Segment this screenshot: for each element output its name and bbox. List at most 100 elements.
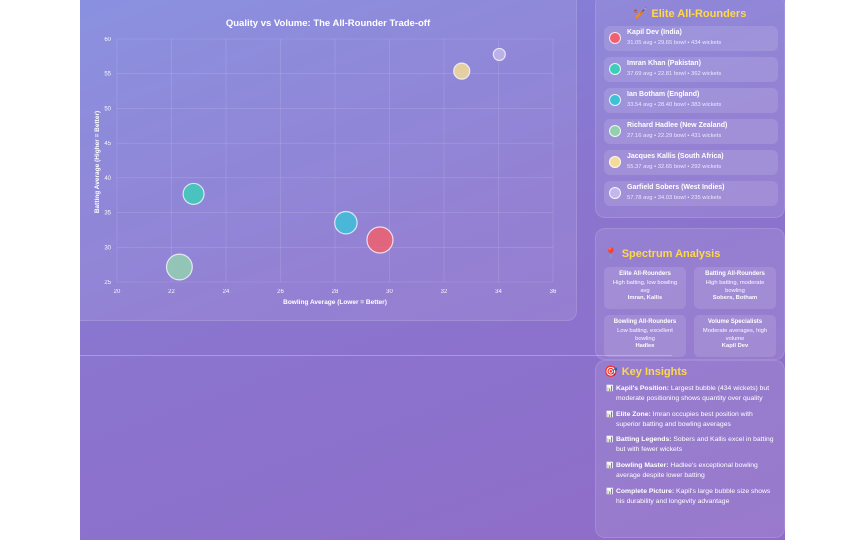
quadrant-players: Sobers, Botham <box>712 295 758 302</box>
y-tick-label: 25 <box>104 280 111 286</box>
player-item[interactable]: Jacques Kallis (South Africa) 55.37 avg •… <box>604 150 778 175</box>
bar-chart-icon: 📊 <box>606 437 614 444</box>
x-tick-label: 26 <box>277 289 284 295</box>
quadrant-players: Hadlee <box>635 343 655 350</box>
y-tick-label: 30 <box>104 245 111 251</box>
elite-title: 🏏 Elite All-Rounders <box>596 7 784 21</box>
x-axis-label: Bowling Average (Lower = Better) <box>283 299 387 306</box>
elite-title-text: Elite All-Rounders <box>651 7 747 20</box>
x-tick-label: 24 <box>223 289 230 295</box>
insight-text: Kapil's large bubble size shows his dura… <box>616 487 771 505</box>
insight-text: Hadlee's exceptional bowling average des… <box>616 462 758 479</box>
y-tick-label: 50 <box>104 106 111 112</box>
chart-title: Quality vs Volume: The All-Rounder Trade… <box>226 18 431 29</box>
bar-chart-icon: 📊 <box>606 411 614 418</box>
player-item[interactable]: Ian Botham (England) 33.54 avg • 28.40 bo… <box>604 88 778 113</box>
player-name: Richard Hadlee (New Zealand) <box>627 122 728 129</box>
quadrant-card: Elite All-Rounders High batting, low bowl… <box>604 267 686 309</box>
insight-text: Largest bubble (434 wickets) but moderat… <box>616 385 770 402</box>
grid <box>116 38 554 283</box>
scatter-chart: Quality vs Volume: The All-Rounder Trade… <box>94 18 557 306</box>
target-icon: 🎯 <box>604 366 618 378</box>
insight-item: 📊 Elite Zone: Imran occupies best positio… <box>606 410 776 430</box>
insight-item: 📊 Complete Picture: Kapil's large bubble … <box>606 487 776 507</box>
quadrant-grid: Elite All-Rounders High batting, low bowl… <box>604 267 776 361</box>
bubble-point[interactable] <box>366 226 394 254</box>
bar-chart-icon: 📊 <box>606 488 614 495</box>
x-tick-label: 30 <box>386 289 393 295</box>
insight-label: Bowling Master: <box>616 462 669 470</box>
trophy-icon: 🏏 <box>633 8 648 20</box>
player-item[interactable]: Kapil Dev (India) 31.05 avg • 29.65 bowl … <box>604 26 778 51</box>
axis-ticks: 20 22 24 26 28 30 32 34 36 25 30 35 40 45 50 55 60 <box>104 37 557 295</box>
player-item[interactable]: Imran Khan (Pakistan) 37.69 avg • 22.81 b… <box>604 57 778 82</box>
y-tick-label: 60 <box>104 37 111 43</box>
quadrant-description: Moderate averages, high volume Kapil Dev <box>702 328 768 350</box>
player-list: Kapil Dev (India) 31.05 avg • 29.65 bowl … <box>596 26 784 206</box>
x-tick-label: 20 <box>114 289 121 295</box>
player-stats: 55.37 avg • 32.65 bowl • 292 wickets <box>627 164 722 170</box>
player-stats: 31.05 avg • 29.65 bowl • 434 wickets <box>627 40 722 46</box>
chart-card: Quality vs Volume: The All-Rounder Trade… <box>80 0 577 321</box>
bubble-point[interactable] <box>334 210 358 235</box>
quadrant-description: High batting, low bowling avg Imran, Kall… <box>612 280 678 302</box>
insight-list: 📊 Kapil's Position: Largest bubble (434 w… <box>596 384 784 506</box>
insight-label: Batting Legends: <box>616 436 672 444</box>
bubble-point[interactable] <box>182 182 205 205</box>
y-axis-label: Batting Average (Higher = Better) <box>94 111 101 213</box>
player-name: Imran Khan (Pakistan) <box>627 60 701 67</box>
insights-title: 🎯 Key Insights <box>596 365 784 379</box>
quadrant-players: Imran, Kallis <box>627 295 663 302</box>
spectrum-analysis-panel: 📍 Spectrum Analysis Elite All-Rounders Hi… <box>595 228 785 360</box>
pin-icon: 📍 <box>604 248 618 260</box>
insight-label: Complete Picture: <box>616 487 675 495</box>
quadrant-title: Elite All-Rounders <box>619 271 671 277</box>
quadrant-card: Bowling All-Rounders Low batting, excelle… <box>604 315 686 357</box>
bubble-point[interactable] <box>492 47 506 62</box>
spectrum-title: 📍 Spectrum Analysis <box>596 247 784 261</box>
bubble-point[interactable] <box>165 253 193 281</box>
y-tick-label: 55 <box>104 72 111 78</box>
player-stats: 37.69 avg • 22.81 bowl • 362 wickets <box>627 71 722 77</box>
x-tick-label: 34 <box>495 289 502 295</box>
y-tick-label: 45 <box>104 141 111 147</box>
player-name: Ian Botham (England) <box>627 91 700 98</box>
insight-label: Elite Zone: <box>616 410 651 418</box>
insight-label: Kapil's Position: <box>616 385 669 392</box>
insight-item: 📊 Batting Legends: Sobers and Kallis exce… <box>606 435 776 455</box>
quadrant-description: High batting, moderate bowling Sobers, Bo… <box>705 280 765 302</box>
insight-text: Sobers and Kallis excel in batting but w… <box>616 436 774 454</box>
x-tick-label: 22 <box>168 289 175 295</box>
player-color-dot <box>609 156 621 168</box>
player-color-dot <box>609 63 621 75</box>
insight-text: Imran occupies best position with superi… <box>616 410 753 428</box>
player-name: Garfield Sobers (West Indies) <box>627 184 725 191</box>
player-item[interactable]: Garfield Sobers (West Indies) 57.78 avg •… <box>604 181 778 206</box>
player-color-dot <box>609 125 621 137</box>
player-color-dot <box>609 187 621 199</box>
bar-chart-icon: 📊 <box>606 463 614 470</box>
quadrant-title: Bowling All-Rounders <box>613 319 677 325</box>
insights-title-text: Key Insights <box>621 365 688 378</box>
player-name: Kapil Dev (India) <box>627 29 682 36</box>
quadrant-card: Volume Specialists Moderate averages, hig… <box>694 315 776 357</box>
player-stats: 57.78 avg • 34.03 bowl • 235 wickets <box>627 195 722 201</box>
data-points <box>165 47 506 281</box>
y-tick-label: 40 <box>104 176 111 182</box>
quadrant-card: Batting All-Rounders High batting, modera… <box>694 267 776 309</box>
quadrant-title: Volume Specialists <box>707 319 763 325</box>
insight-item: 📊 Kapil's Position: Largest bubble (434 w… <box>606 384 776 404</box>
quadrant-description: Low batting, excellent bowling Hadlee <box>617 328 673 350</box>
player-color-dot <box>609 32 621 44</box>
player-color-dot <box>609 94 621 106</box>
insight-item: 📊 Bowling Master: Hadlee's exceptional bo… <box>606 461 776 481</box>
player-item[interactable]: Richard Hadlee (New Zealand) 27.16 avg • … <box>604 119 778 144</box>
bubble-point[interactable] <box>453 62 471 80</box>
dashboard: Quality vs Volume: The All-Rounder Trade… <box>80 0 785 540</box>
player-name: Jacques Kallis (South Africa) <box>627 153 724 160</box>
section-divider <box>80 355 672 356</box>
key-insights-panel: 🎯 Key Insights 📊 Kapil's Position: Larges… <box>595 360 785 538</box>
x-tick-label: 36 <box>550 289 557 295</box>
x-tick-label: 28 <box>332 289 339 295</box>
spectrum-title-text: Spectrum Analysis <box>621 247 721 260</box>
